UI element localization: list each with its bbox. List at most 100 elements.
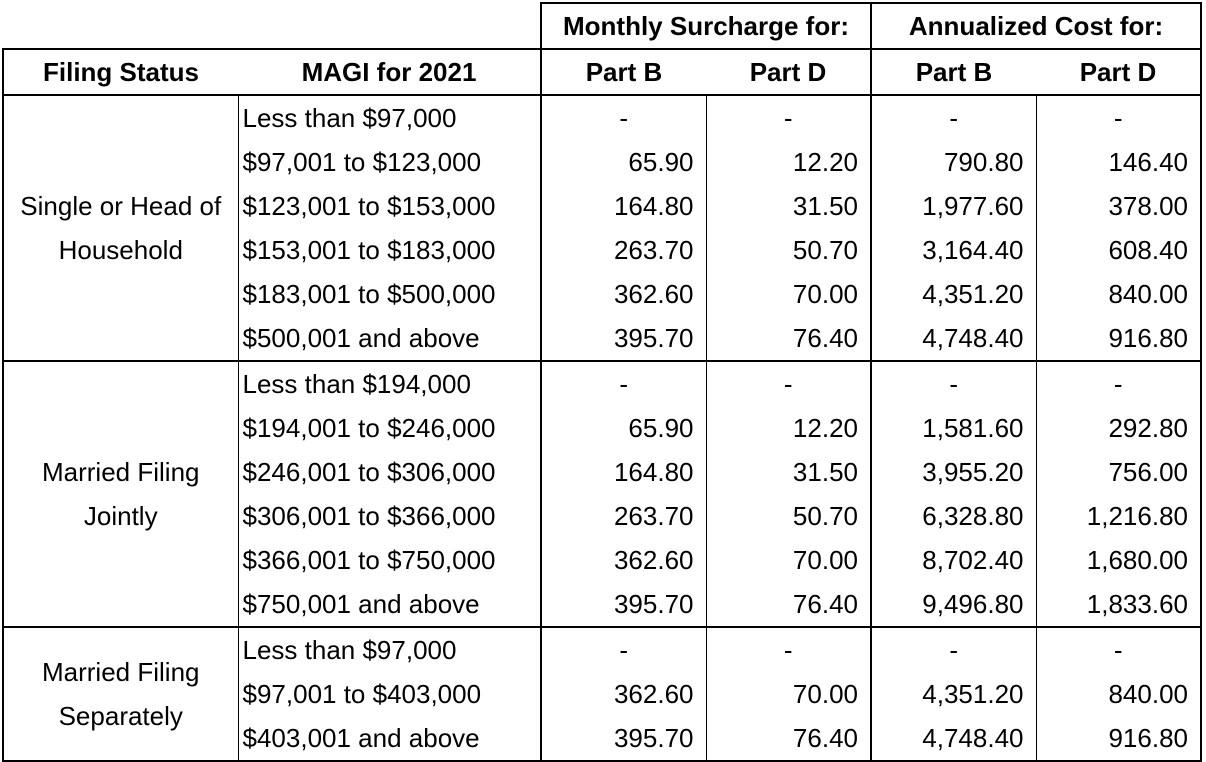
monthly-part-d-cell: 76.40 — [705, 582, 871, 628]
monthly-part-b-cell: - — [540, 361, 706, 406]
column-header-row: Filing Status MAGI for 2021 Part B Part … — [2, 48, 1202, 96]
annual-part-b-cell: 4,351.20 — [870, 672, 1036, 716]
table-row: $97,001 to $123,000 65.90 12.20 790.80 146.4… — [3, 140, 1202, 184]
table-row: $246,001 to $306,000 164.80 31.50 3,955.20 7… — [3, 450, 1202, 494]
magi-range-cell: $750,001 and above — [237, 582, 541, 628]
monthly-part-b-cell: 164.80 — [540, 184, 706, 228]
annual-part-b-cell: 4,748.40 — [870, 316, 1036, 362]
annual-part-b-cell: 3,164.40 — [870, 228, 1036, 272]
annual-part-b-cell: 4,748.40 — [870, 716, 1036, 762]
annual-part-d-cell: 378.00 — [1035, 184, 1202, 228]
monthly-part-b-cell: 395.70 — [540, 716, 706, 762]
monthly-part-b-cell: 263.70 — [540, 228, 706, 272]
annual-part-d-cell: 840.00 — [1035, 272, 1202, 316]
filing-status-cell: Single or Head of Household — [2, 95, 238, 362]
table-row: $500,001 and above 395.70 76.40 4,748.40 916… — [3, 316, 1202, 362]
monthly-part-d-cell: 76.40 — [705, 316, 871, 362]
magi-range-cell: $97,001 to $123,000 — [237, 140, 541, 184]
monthly-part-d-cell: 70.00 — [705, 672, 871, 716]
annual-part-d-cell: 1,216.80 — [1035, 494, 1202, 538]
monthly-part-d-cell: 70.00 — [705, 272, 871, 316]
magi-range-cell: $246,001 to $306,000 — [237, 450, 541, 494]
annual-part-d-cell: 1,833.60 — [1035, 582, 1202, 628]
monthly-part-b-cell: 395.70 — [540, 316, 706, 362]
monthly-part-d-cell: 76.40 — [705, 716, 871, 762]
monthly-part-d-cell: - — [705, 627, 871, 672]
monthly-part-d-cell: 50.70 — [705, 494, 871, 538]
monthly-part-d-cell: 31.50 — [705, 184, 871, 228]
table-row: $194,001 to $246,000 65.90 12.20 1,581.60 29… — [3, 406, 1202, 450]
magi-header: MAGI for 2021 — [238, 48, 541, 96]
table-row: Married Filing Separately Less than $97,0… — [2, 627, 1202, 762]
annual-part-b-header: Part B — [870, 48, 1036, 96]
monthly-part-b-cell: 362.60 — [540, 538, 706, 582]
monthly-part-d-header: Part D — [706, 48, 871, 96]
magi-range-cell: $183,001 to $500,000 — [237, 272, 541, 316]
filing-status-cell: Married Filing Jointly — [2, 361, 238, 628]
magi-range-cell: $403,001 and above — [237, 716, 541, 762]
table-body: Single or Head of Household Less than $97… — [2, 95, 1202, 762]
table-row: Single or Head of Household Less than $97… — [2, 95, 1202, 362]
annual-part-b-cell: - — [870, 95, 1036, 140]
annual-part-d-cell: - — [1035, 95, 1202, 140]
annualized-cost-header: Annualized Cost for: — [870, 2, 1202, 49]
annual-part-d-header: Part D — [1036, 48, 1202, 96]
table-row: $306,001 to $366,000 263.70 50.70 6,328.80 1… — [3, 494, 1202, 538]
magi-range-cell: Less than $97,000 — [237, 95, 541, 140]
monthly-part-b-cell: 263.70 — [540, 494, 706, 538]
annual-part-d-cell: 840.00 — [1035, 672, 1202, 716]
annual-part-b-cell: 1,581.60 — [870, 406, 1036, 450]
header-spacer — [3, 3, 541, 49]
annual-part-d-cell: 292.80 — [1035, 406, 1202, 450]
annual-part-b-cell: - — [870, 361, 1036, 406]
table-row: $750,001 and above 395.70 76.40 9,496.80 1,8… — [3, 582, 1202, 628]
table-row: $123,001 to $153,000 164.80 31.50 1,977.60 3… — [3, 184, 1202, 228]
monthly-part-b-cell: - — [540, 95, 706, 140]
monthly-part-b-header: Part B — [540, 48, 706, 96]
filing-status-header: Filing Status — [2, 48, 238, 96]
annual-part-d-cell: 916.80 — [1035, 316, 1202, 362]
monthly-part-b-cell: - — [540, 627, 706, 672]
monthly-part-b-cell: 65.90 — [540, 140, 706, 184]
monthly-part-d-cell: - — [705, 95, 871, 140]
magi-range-cell: $153,001 to $183,000 — [237, 228, 541, 272]
magi-range-cell: Less than $97,000 — [237, 627, 541, 672]
monthly-part-b-cell: 395.70 — [540, 582, 706, 628]
table-row: Married Filing Jointly Less than $194,000… — [2, 361, 1202, 628]
monthly-part-d-cell: - — [705, 361, 871, 406]
annual-part-d-cell: 1,680.00 — [1035, 538, 1202, 582]
annual-part-d-cell: 146.40 — [1035, 140, 1202, 184]
annual-part-b-cell: 3,955.20 — [870, 450, 1036, 494]
magi-range-cell: $97,001 to $403,000 — [237, 672, 541, 716]
table-row: $97,001 to $403,000 362.60 70.00 4,351.20 84… — [3, 672, 1202, 716]
annual-part-b-cell: 8,702.40 — [870, 538, 1036, 582]
magi-range-cell: Less than $194,000 — [237, 361, 541, 406]
annual-part-b-cell: 6,328.80 — [870, 494, 1036, 538]
monthly-surcharge-header: Monthly Surcharge for: — [540, 2, 871, 49]
monthly-part-d-cell: 12.20 — [705, 406, 871, 450]
monthly-part-b-cell: 362.60 — [540, 272, 706, 316]
monthly-part-b-cell: 65.90 — [540, 406, 706, 450]
filing-status-cell: Married Filing Separately — [2, 627, 238, 762]
annual-part-d-cell: - — [1035, 361, 1202, 406]
monthly-part-b-cell: 164.80 — [540, 450, 706, 494]
table-row: $183,001 to $500,000 362.60 70.00 4,351.20 8… — [3, 272, 1202, 316]
annual-part-d-cell: 608.40 — [1035, 228, 1202, 272]
magi-range-cell: $123,001 to $153,000 — [237, 184, 541, 228]
magi-range-cell: $194,001 to $246,000 — [237, 406, 541, 450]
annual-part-b-cell: 9,496.80 — [870, 582, 1036, 628]
annual-part-b-cell: 1,977.60 — [870, 184, 1036, 228]
monthly-part-d-cell: 70.00 — [705, 538, 871, 582]
annual-part-b-cell: 4,351.20 — [870, 272, 1036, 316]
monthly-part-d-cell: 50.70 — [705, 228, 871, 272]
annual-part-d-cell: 916.80 — [1035, 716, 1202, 762]
annual-part-d-cell: 756.00 — [1035, 450, 1202, 494]
magi-range-cell: $500,001 and above — [237, 316, 541, 362]
annual-part-b-cell: - — [870, 627, 1036, 672]
annual-part-b-cell: 790.80 — [870, 140, 1036, 184]
table-row: $403,001 and above 395.70 76.40 4,748.40 916… — [3, 716, 1202, 762]
table-row: $366,001 to $750,000 362.60 70.00 8,702.40 1… — [3, 538, 1202, 582]
monthly-part-d-cell: 31.50 — [705, 450, 871, 494]
